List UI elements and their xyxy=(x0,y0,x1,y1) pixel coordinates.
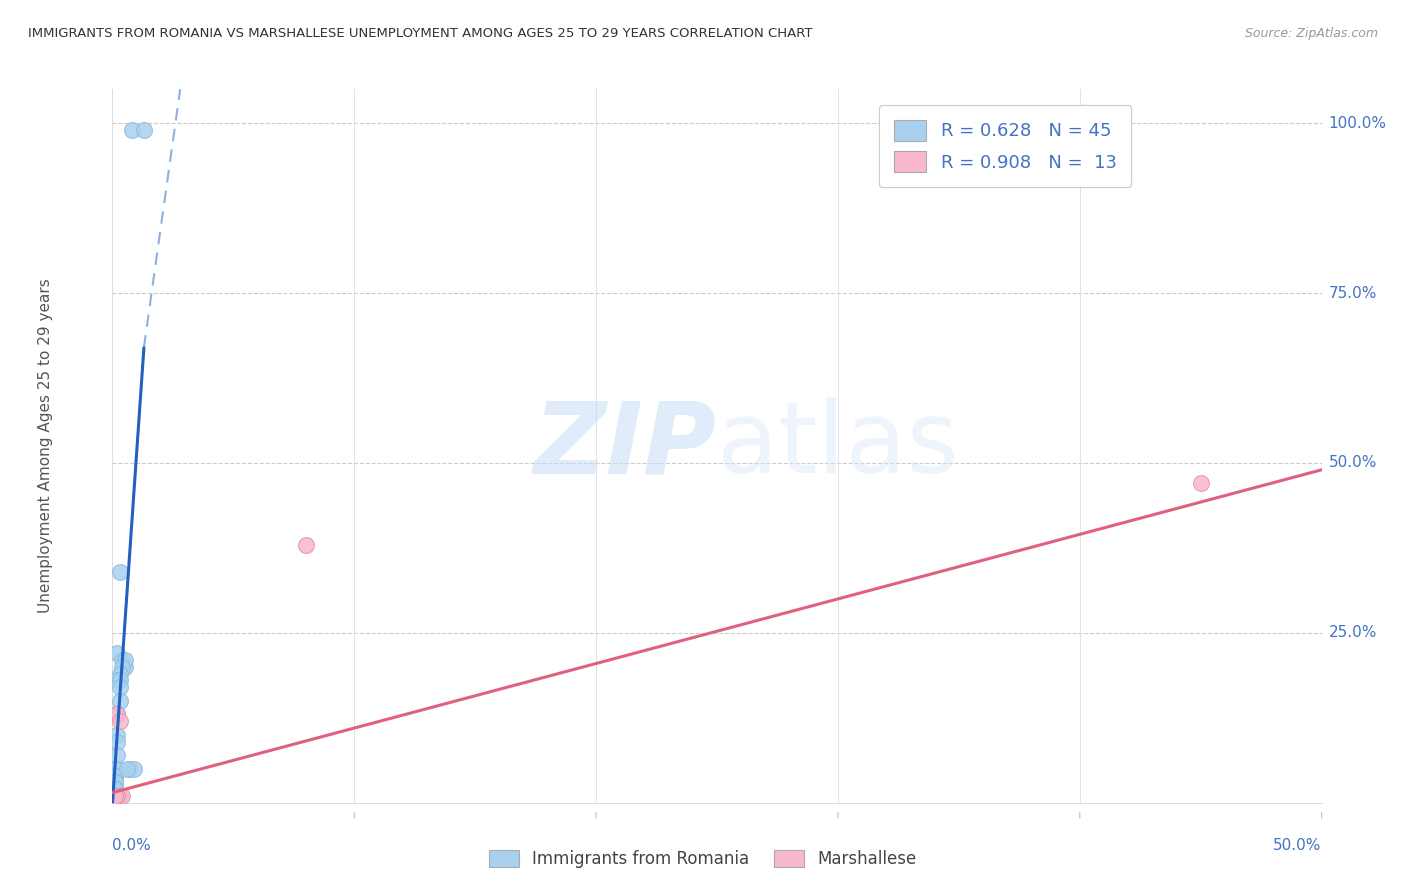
Text: 0.0%: 0.0% xyxy=(112,838,152,854)
Point xyxy=(121,123,143,137)
Point xyxy=(108,694,131,708)
Text: 50.0%: 50.0% xyxy=(1329,456,1376,470)
Text: 100.0%: 100.0% xyxy=(1329,116,1386,131)
Point xyxy=(104,789,127,803)
Point xyxy=(104,789,127,803)
Point xyxy=(104,789,127,803)
Point xyxy=(108,673,131,688)
Point xyxy=(104,782,127,797)
Point xyxy=(111,660,134,674)
Point xyxy=(104,789,127,803)
Point xyxy=(105,673,128,688)
Point xyxy=(118,762,141,776)
Point xyxy=(104,789,127,803)
Point xyxy=(104,789,127,803)
Point xyxy=(105,707,128,722)
Point xyxy=(104,789,127,803)
Text: Source: ZipAtlas.com: Source: ZipAtlas.com xyxy=(1244,27,1378,40)
Point xyxy=(104,782,127,797)
Text: Unemployment Among Ages 25 to 29 years: Unemployment Among Ages 25 to 29 years xyxy=(38,278,53,614)
Point xyxy=(104,789,127,803)
Point xyxy=(104,789,127,803)
Point xyxy=(104,789,127,803)
Point xyxy=(104,782,127,797)
Point xyxy=(105,789,128,803)
Point xyxy=(105,734,128,748)
Point xyxy=(104,789,127,803)
Point xyxy=(108,714,131,729)
Point xyxy=(108,565,131,579)
Point xyxy=(111,789,134,803)
Point xyxy=(108,666,131,681)
Point xyxy=(104,789,127,803)
Point xyxy=(104,762,127,776)
Point xyxy=(108,680,131,694)
Point xyxy=(104,782,127,797)
Point xyxy=(104,775,127,789)
Point xyxy=(104,775,127,789)
Point xyxy=(104,789,127,803)
Point xyxy=(114,660,136,674)
Point xyxy=(105,707,128,722)
Point xyxy=(105,646,128,660)
Point xyxy=(295,537,318,551)
Point xyxy=(104,789,127,803)
Point xyxy=(114,653,136,667)
Point xyxy=(104,775,127,789)
Point xyxy=(104,789,127,803)
Point xyxy=(105,789,128,803)
Point xyxy=(104,789,127,803)
Point xyxy=(122,762,145,776)
Legend: R = 0.628   N = 45, R = 0.908   N =  13: R = 0.628 N = 45, R = 0.908 N = 13 xyxy=(879,105,1132,186)
Point xyxy=(105,748,128,763)
Point xyxy=(1189,476,1212,491)
Legend: Immigrants from Romania, Marshallese: Immigrants from Romania, Marshallese xyxy=(482,843,924,875)
Point xyxy=(104,769,127,783)
Point xyxy=(104,789,127,803)
Point xyxy=(104,782,127,797)
Point xyxy=(111,653,134,667)
Text: atlas: atlas xyxy=(717,398,959,494)
Text: 25.0%: 25.0% xyxy=(1329,625,1376,640)
Text: IMMIGRANTS FROM ROMANIA VS MARSHALLESE UNEMPLOYMENT AMONG AGES 25 TO 29 YEARS CO: IMMIGRANTS FROM ROMANIA VS MARSHALLESE U… xyxy=(28,27,813,40)
Text: ZIP: ZIP xyxy=(534,398,717,494)
Point xyxy=(104,775,127,789)
Text: 50.0%: 50.0% xyxy=(1274,838,1322,854)
Point xyxy=(115,762,138,776)
Point xyxy=(105,762,128,776)
Point xyxy=(132,123,155,137)
Text: 75.0%: 75.0% xyxy=(1329,285,1376,301)
Point xyxy=(104,769,127,783)
Point xyxy=(108,789,131,803)
Point xyxy=(105,728,128,742)
